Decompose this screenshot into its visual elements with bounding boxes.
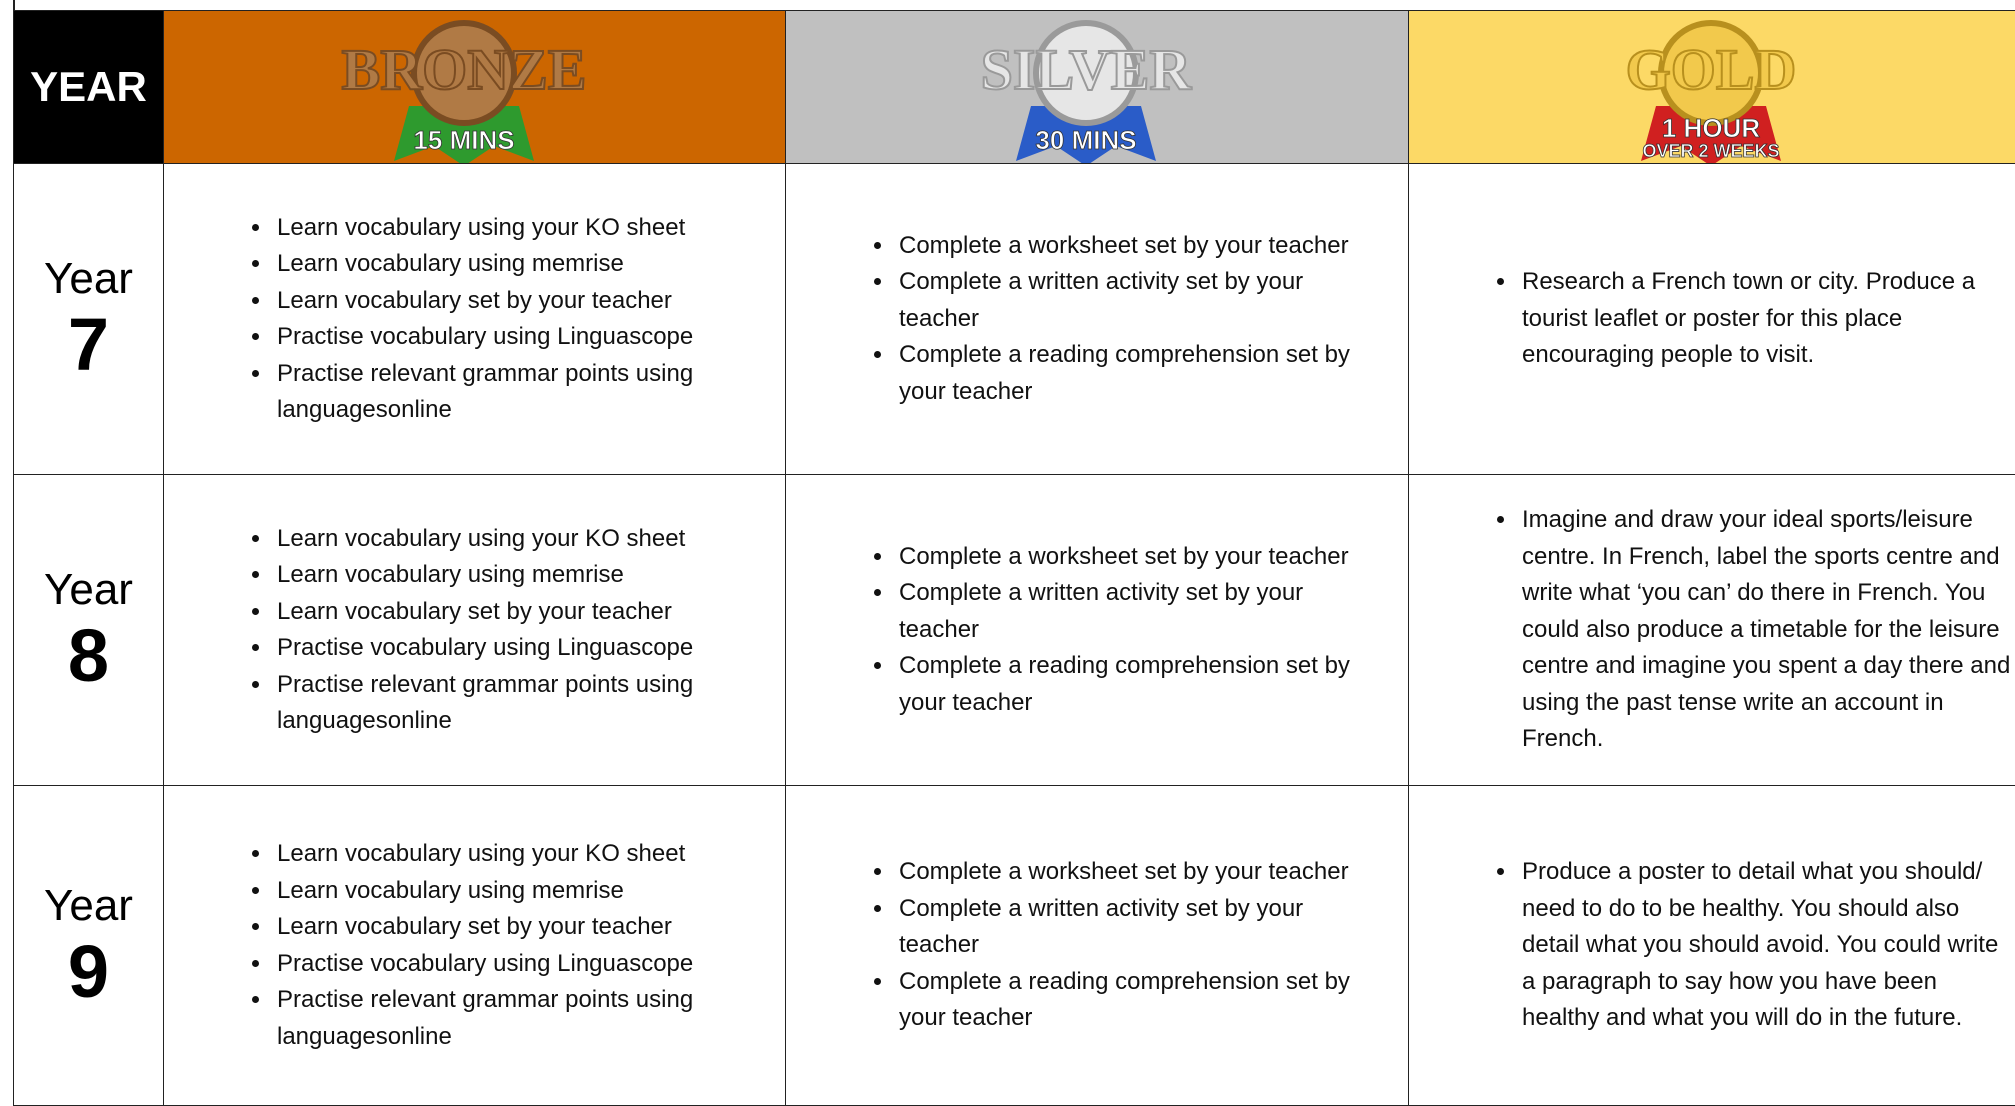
task-list: Imagine and draw your ideal sports/leisu… [1409,502,2013,758]
task-item: Learn vocabulary using memrise [273,873,743,910]
task-list: Complete a worksheet set by your teacher… [786,539,1365,722]
ribbon [1016,106,1156,163]
medal-graphic: SILVER 30 MINS [980,20,1193,163]
medal-time: OVER 2 WEEKS [1642,141,1779,161]
task-item: Complete a worksheet set by your teacher [895,228,1365,265]
task-item: Imagine and draw your ideal sports/leisu… [1518,502,2013,758]
task-cell: Complete a worksheet set by your teacher… [786,786,1409,1106]
ribbon [1641,106,1781,163]
task-item: Research a French town or city. Produce … [1518,264,2013,374]
medal-time: 30 MINS [1035,125,1136,155]
task-item: Learn vocabulary using memrise [273,246,743,283]
task-item: Practise vocabulary using Linguascope [273,946,743,983]
year-cell: Year 8 [14,475,164,786]
medal-time: 1 HOUR [1662,113,1760,143]
year-cell: Year 9 [14,786,164,1106]
task-item: Practise relevant grammar points using l… [273,356,743,429]
year-number: 7 [67,303,110,386]
medal-disc [1658,20,1764,126]
task-cell: Complete a worksheet set by your teacher… [786,164,1409,475]
task-item: Learn vocabulary set by your teacher [273,283,743,320]
homework-table: YEAR BRONZE 15 MINS SILVER 30 MINS GOLD 1 HOUR… [13,10,2015,1106]
task-item: Learn vocabulary set by your teacher [273,594,743,631]
task-cell: Research a French town or city. Produce … [1409,164,2015,475]
task-cell: Complete a worksheet set by your teacher… [786,475,1409,786]
year-header: YEAR [14,11,164,164]
year-word: Year [44,565,133,614]
medal-time: 15 MINS [413,125,514,155]
medal-name: GOLD [1626,37,1797,102]
task-item: Complete a worksheet set by your teacher [895,539,1365,576]
task-list: Learn vocabulary using your KO sheetLear… [164,210,743,429]
task-item: Complete a written activity set by your … [895,575,1365,648]
task-list: Learn vocabulary using your KO sheetLear… [164,836,743,1055]
year-cell: Year 7 [14,164,164,475]
task-item: Practise relevant grammar points using l… [273,982,743,1055]
task-cell: Imagine and draw your ideal sports/leisu… [1409,475,2015,786]
medal-graphic: BRONZE 15 MINS [341,20,587,163]
task-item: Practise relevant grammar points using l… [273,667,743,740]
task-list: Learn vocabulary using your KO sheetLear… [164,521,743,740]
task-item: Complete a reading comprehension set by … [895,964,1365,1037]
task-cell: Produce a poster to detail what you shou… [1409,786,2015,1106]
medal-name: BRONZE [342,37,587,102]
task-item: Practise vocabulary using Linguascope [273,630,743,667]
task-item: Complete a reading comprehension set by … [895,648,1365,721]
year-number: 9 [67,929,110,1013]
ribbon [394,106,534,163]
task-item: Complete a worksheet set by your teacher [895,854,1365,891]
task-item: Learn vocabulary set by your teacher [273,909,743,946]
medal-header: GOLD 1 HOUR OVER 2 WEEKS [1409,11,2015,164]
task-item: Complete a written activity set by your … [895,891,1365,964]
task-list: Produce a poster to detail what you shou… [1409,854,2013,1037]
task-item: Produce a poster to detail what you shou… [1518,854,2013,1037]
border [13,0,15,10]
task-item: Learn vocabulary using your KO sheet [273,521,743,558]
task-item: Complete a reading comprehension set by … [895,337,1365,410]
task-item: Practise vocabulary using Linguascope [273,319,743,356]
medal-header: BRONZE 15 MINS [164,11,786,164]
year-number: 8 [67,614,110,697]
task-cell: Learn vocabulary using your KO sheetLear… [164,475,786,786]
task-cell: Learn vocabulary using your KO sheetLear… [164,164,786,475]
medal-header: SILVER 30 MINS [786,11,1409,164]
task-list: Complete a worksheet set by your teacher… [786,854,1365,1037]
task-list: Research a French town or city. Produce … [1409,264,2013,374]
task-cell: Learn vocabulary using your KO sheetLear… [164,786,786,1106]
task-item: Learn vocabulary using your KO sheet [273,210,743,247]
year-word: Year [44,880,133,930]
task-list: Complete a worksheet set by your teacher… [786,228,1365,411]
task-item: Learn vocabulary using your KO sheet [273,836,743,873]
medal-disc [411,20,517,126]
medal-disc [1033,20,1139,126]
task-item: Complete a written activity set by your … [895,264,1365,337]
task-item: Learn vocabulary using memrise [273,557,743,594]
medal-name: SILVER [981,37,1193,102]
year-word: Year [44,254,133,303]
